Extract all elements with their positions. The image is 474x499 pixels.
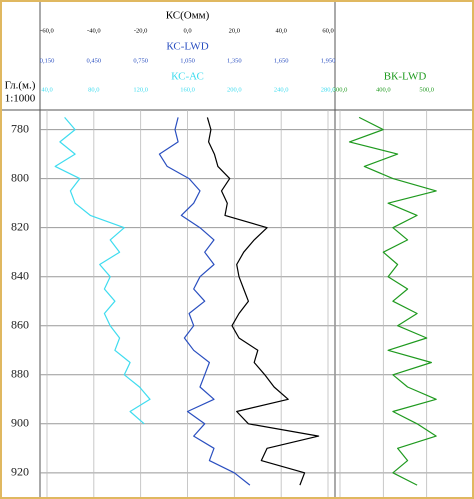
- x-tick-label: 0,150: [40, 57, 55, 64]
- x-tick-label: -20,0: [134, 27, 148, 34]
- x-tick-label: 1,950: [321, 57, 336, 64]
- depth-label: Гл.(м.): [5, 80, 36, 92]
- series-title: ВК-LWD: [384, 71, 427, 83]
- x-tick-label: 500,0: [419, 86, 434, 93]
- y-tick-label: 880: [11, 367, 29, 381]
- x-tick-label: 1,050: [180, 57, 195, 64]
- log-curve: [348, 116, 437, 486]
- y-tick-label: 780: [11, 121, 29, 135]
- x-tick-label: 20,0: [229, 27, 240, 34]
- y-tick-label: 800: [11, 170, 29, 184]
- y-tick-label: 860: [11, 317, 29, 331]
- x-tick-label: 280,0: [321, 86, 336, 93]
- series-title: КС-LWD: [166, 41, 208, 53]
- x-tick-label: 0,450: [87, 57, 102, 64]
- log-curve: [158, 117, 251, 486]
- x-tick-label: -60,0: [40, 27, 54, 34]
- y-tick-label: 820: [11, 219, 29, 233]
- series-title: КС-АС: [171, 71, 204, 83]
- y-tick-label: 920: [11, 465, 29, 479]
- log-curve: [206, 117, 320, 486]
- x-tick-label: 0,750: [133, 57, 148, 64]
- x-tick-label: -40,0: [87, 27, 101, 34]
- x-tick-label: 1,350: [227, 57, 242, 64]
- x-tick-label: 400,0: [376, 86, 391, 93]
- x-tick-label: 40,0: [275, 27, 286, 34]
- x-tick-label: 120,0: [133, 86, 148, 93]
- x-tick-label: 0,0: [183, 27, 191, 34]
- y-tick-label: 840: [11, 268, 29, 282]
- x-tick-label: 160,0: [180, 86, 195, 93]
- scale-label: 1:1000: [5, 93, 36, 105]
- x-tick-label: 40,0: [41, 86, 52, 93]
- x-tick-label: 200,0: [227, 86, 242, 93]
- series-title: КС(Омм): [166, 10, 210, 22]
- x-tick-label: 60,0: [322, 27, 333, 34]
- x-tick-label: 240,0: [274, 86, 289, 93]
- x-tick-label: 80,0: [88, 86, 99, 93]
- y-tick-label: 900: [11, 416, 29, 430]
- x-tick-label: 300,0: [333, 86, 348, 93]
- log-curve: [54, 117, 151, 425]
- x-tick-label: 1,650: [274, 57, 289, 64]
